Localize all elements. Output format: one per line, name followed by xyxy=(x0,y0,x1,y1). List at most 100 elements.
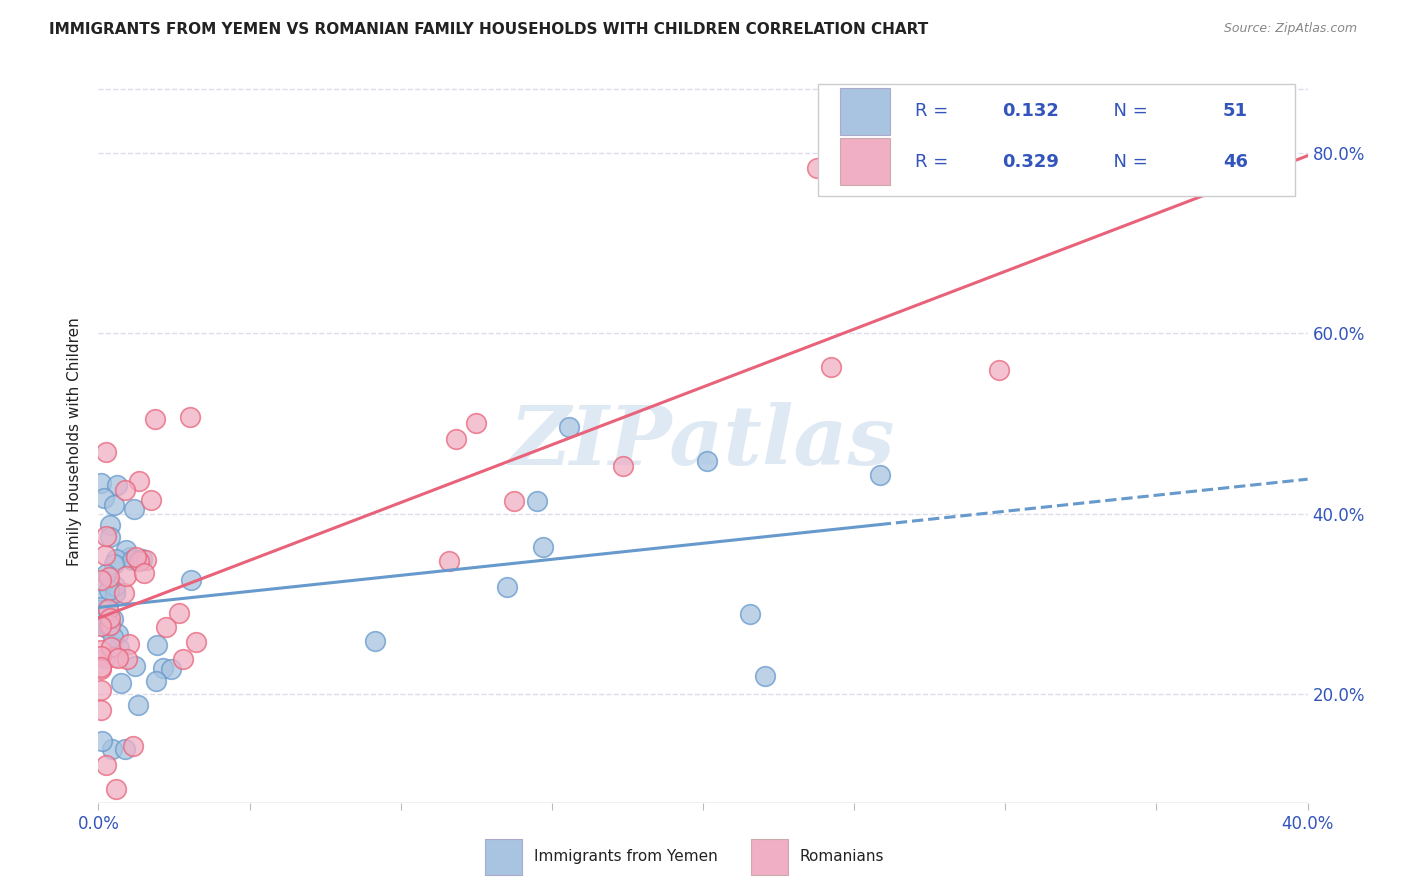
Text: 46: 46 xyxy=(1223,153,1249,171)
Point xyxy=(98,618,121,632)
Point xyxy=(100,640,122,654)
Point xyxy=(869,468,891,483)
Point xyxy=(988,362,1011,376)
Point xyxy=(612,458,634,473)
Point xyxy=(90,683,112,698)
Point xyxy=(696,454,718,468)
Point xyxy=(152,661,174,675)
Point xyxy=(169,606,191,620)
Text: 0.132: 0.132 xyxy=(1001,103,1059,120)
Point xyxy=(160,661,183,675)
Point xyxy=(531,540,554,554)
Point xyxy=(122,739,145,753)
Point xyxy=(464,417,486,431)
Text: N =: N = xyxy=(1102,103,1153,120)
Point xyxy=(105,552,128,566)
Point xyxy=(155,620,177,634)
Point xyxy=(94,529,117,543)
Point xyxy=(114,741,136,756)
Point xyxy=(97,602,120,616)
Point xyxy=(117,651,139,665)
Point xyxy=(96,567,118,582)
Bar xyxy=(839,138,890,186)
Point xyxy=(738,607,761,621)
Point xyxy=(97,570,120,584)
Text: IMMIGRANTS FROM YEMEN VS ROMANIAN FAMILY HOUSEHOLDS WITH CHILDREN CORRELATION CH: IMMIGRANTS FROM YEMEN VS ROMANIAN FAMILY… xyxy=(49,22,928,37)
Point xyxy=(806,161,828,176)
Point xyxy=(114,483,136,497)
Point xyxy=(444,432,467,446)
Bar xyxy=(839,88,890,135)
Point xyxy=(90,660,112,674)
Point xyxy=(558,419,581,434)
Point xyxy=(93,491,115,505)
Point xyxy=(90,603,112,617)
Point xyxy=(135,553,157,567)
Point xyxy=(145,673,167,688)
Point xyxy=(103,499,125,513)
Point xyxy=(122,502,145,516)
Point xyxy=(820,360,842,375)
Text: Immigrants from Yemen: Immigrants from Yemen xyxy=(534,849,717,864)
Point xyxy=(90,648,112,663)
Point xyxy=(121,553,143,567)
Point xyxy=(131,552,153,566)
Point xyxy=(90,662,112,676)
Text: Romanians: Romanians xyxy=(800,849,884,864)
Text: 0.329: 0.329 xyxy=(1001,153,1059,171)
Point xyxy=(105,782,128,797)
Point xyxy=(94,618,117,632)
Point xyxy=(100,611,122,625)
Point xyxy=(96,621,118,635)
Point xyxy=(105,478,128,492)
FancyBboxPatch shape xyxy=(818,84,1295,196)
Point xyxy=(103,557,125,571)
Point xyxy=(90,733,112,747)
Point xyxy=(90,702,112,716)
Point xyxy=(94,650,117,665)
Point xyxy=(143,412,166,426)
Point xyxy=(90,476,112,491)
Point xyxy=(104,650,127,665)
Text: N =: N = xyxy=(1102,153,1153,171)
Point xyxy=(125,550,148,565)
Point xyxy=(496,581,519,595)
Point xyxy=(108,641,131,656)
Point xyxy=(101,611,124,625)
Point xyxy=(179,409,201,424)
Point xyxy=(96,445,118,459)
Text: ZIPatlas: ZIPatlas xyxy=(510,401,896,482)
Point xyxy=(115,542,138,557)
Point xyxy=(104,584,127,599)
Y-axis label: Family Households with Children: Family Households with Children xyxy=(67,318,83,566)
Point xyxy=(141,492,163,507)
Point xyxy=(101,741,124,756)
Point xyxy=(132,566,155,580)
Point xyxy=(90,619,112,633)
Point xyxy=(118,550,141,565)
Text: 51: 51 xyxy=(1223,103,1249,120)
Point xyxy=(128,553,150,567)
Point xyxy=(107,627,129,641)
Text: R =: R = xyxy=(915,103,953,120)
Point xyxy=(93,574,115,588)
Point xyxy=(107,651,129,665)
Point xyxy=(503,493,526,508)
Text: Source: ZipAtlas.com: Source: ZipAtlas.com xyxy=(1223,22,1357,36)
Point xyxy=(104,586,127,600)
Point xyxy=(104,579,127,593)
Bar xyxy=(485,838,522,875)
Point xyxy=(180,573,202,587)
Point xyxy=(98,518,121,533)
Point xyxy=(115,569,138,583)
Point xyxy=(110,676,132,690)
Point xyxy=(754,669,776,683)
Point xyxy=(90,573,112,587)
Point xyxy=(127,698,149,712)
Point xyxy=(186,634,208,648)
Point xyxy=(124,658,146,673)
Point xyxy=(145,639,167,653)
Point xyxy=(364,634,387,648)
Point xyxy=(128,474,150,488)
Point xyxy=(112,586,135,600)
